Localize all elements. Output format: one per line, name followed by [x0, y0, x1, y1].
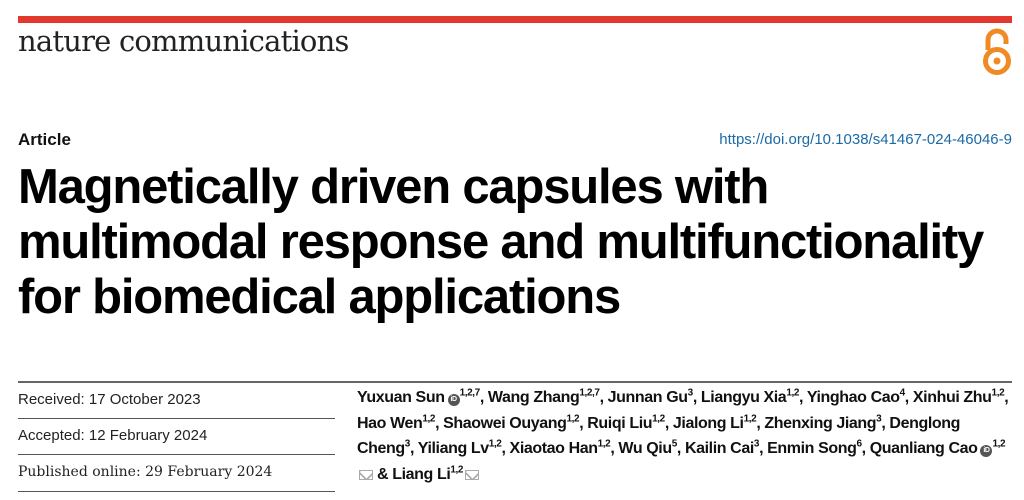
affiliation-superscript: 1,2 [992, 438, 1006, 450]
affiliation-superscript: 1,2 [652, 413, 665, 425]
author[interactable]: Zhenxing Jiang3 [764, 413, 882, 432]
author[interactable]: Enmin Song6 [767, 438, 863, 457]
author-name: Liangyu Xia [700, 389, 787, 406]
author[interactable]: Hao Wen1,2 [357, 413, 436, 432]
journal-name: nature communications [18, 24, 349, 58]
divider [18, 491, 335, 492]
divider [18, 418, 335, 419]
affiliation-superscript: 1,2 [597, 438, 611, 450]
author-name: Yuxuan Sun [357, 389, 445, 406]
author-name: Ruiqi Liu [587, 414, 653, 432]
email-icon[interactable] [465, 469, 480, 480]
doi-link[interactable]: https://doi.org/10.1038/s41467-024-46046… [719, 131, 1012, 148]
author[interactable]: Liangyu Xia1,2 [700, 387, 800, 406]
author-name: Junnan Gu [607, 389, 688, 406]
author-separator: , [881, 414, 890, 432]
author[interactable]: Jialong Li1,2 [672, 413, 757, 432]
affiliation-superscript: 1,2 [743, 413, 757, 425]
journal-accent-bar [18, 16, 1012, 23]
published-date: Published online: 29 February 2024 [18, 464, 273, 480]
author-name: Shaowei Ouyang [443, 414, 567, 432]
author[interactable]: Junnan Gu3 [607, 387, 694, 406]
received-date: Received: 17 October 2023 [18, 391, 201, 408]
author-name: Zhenxing Jiang [764, 414, 877, 432]
author-name: Kailin Cai [684, 440, 754, 457]
author-separator: , [676, 440, 685, 457]
orcid-icon[interactable]: iD [980, 445, 993, 457]
author[interactable]: Yiliang Lv1,2 [417, 438, 502, 457]
author-separator: & [373, 465, 393, 483]
author-name: Denglong Cheng [357, 414, 960, 458]
article-title: Magnetically driven capsules with multim… [18, 160, 984, 325]
author-name: Jialong Li [672, 414, 744, 432]
author-name: Wu Qiu [618, 440, 672, 457]
author-separator: , [501, 440, 510, 457]
author-separator: , [409, 440, 418, 457]
author-name: Xiaotao Han [509, 440, 598, 457]
author[interactable]: Wu Qiu5 [618, 438, 678, 457]
author[interactable]: Ruiqi Liu1,2 [587, 413, 665, 432]
affiliation-superscript: 1,2,7 [459, 387, 481, 399]
accepted-date: Accepted: 12 February 2024 [18, 427, 208, 444]
affiliation-superscript: 1,2 [991, 387, 1005, 399]
author-separator: , [759, 440, 768, 457]
affiliation-superscript: 1,2 [450, 464, 464, 476]
affiliation-superscript: 3 [404, 438, 411, 450]
affiliation-superscript: 3 [687, 387, 694, 399]
author[interactable]: Yinghao Cao4 [806, 387, 906, 406]
author-separator: , [479, 389, 488, 406]
author-name: Yinghao Cao [806, 389, 900, 406]
author-name: Enmin Song [767, 440, 857, 457]
author[interactable]: Liang Li1,2 [392, 464, 480, 483]
author-separator: , [579, 414, 588, 432]
author-separator: , [861, 440, 870, 457]
affiliation-superscript: 4 [899, 387, 906, 399]
affiliation-superscript: 1,2 [488, 438, 502, 450]
title-line: for biomedical applications [18, 270, 621, 324]
author[interactable]: Yuxuan Sun iD1,2,7 [357, 387, 481, 406]
author-separator: , [799, 389, 807, 406]
author[interactable]: Shaowei Ouyang1,2 [443, 413, 580, 432]
affiliation-superscript: 3 [876, 413, 882, 425]
affiliation-superscript: 6 [856, 438, 863, 450]
orcid-icon[interactable]: iD [447, 394, 460, 406]
author[interactable]: Xiaotao Han1,2 [509, 438, 611, 457]
author-name: Liang Li [392, 465, 451, 483]
affiliation-superscript: 1,2,7 [579, 387, 600, 399]
affiliation-superscript: 1,2 [786, 387, 800, 399]
author-name: Wang Zhang [487, 389, 580, 406]
author[interactable]: Quanliang Cao iD1,2 [357, 438, 1006, 483]
author-separator: , [664, 414, 673, 432]
author-separator: , [435, 414, 444, 432]
author[interactable]: Xinhui Zhu1,2 [912, 387, 1005, 406]
author-separator: , [1004, 389, 1009, 406]
author-name: Hao Wen [357, 414, 423, 432]
divider [18, 381, 1012, 383]
author[interactable]: Kailin Cai3 [684, 438, 760, 457]
author-name: Yiliang Lv [417, 440, 489, 457]
article-type: Article [18, 130, 71, 149]
author-separator: , [756, 414, 765, 432]
author-name: Xinhui Zhu [912, 389, 992, 406]
author-separator: , [904, 389, 913, 406]
author[interactable]: Denglong Cheng3 [357, 415, 960, 458]
affiliation-superscript: 1,2 [566, 413, 580, 425]
affiliation-superscript: 3 [753, 438, 760, 450]
email-icon[interactable] [359, 469, 373, 480]
open-access-lock-icon [983, 28, 1011, 75]
author-separator: , [692, 389, 701, 406]
author-name: Quanliang Cao [869, 440, 978, 457]
title-line: Magnetically driven capsules with [18, 160, 769, 214]
title-line: multimodal response and multifunctionali… [18, 215, 984, 269]
author-list: Yuxuan Sun iD1,2,7, Wang Zhang1,2,7, Junn… [357, 385, 1017, 487]
divider [18, 454, 335, 455]
affiliation-superscript: 5 [671, 438, 678, 450]
author-separator: , [599, 389, 608, 406]
author[interactable]: Wang Zhang1,2,7 [487, 387, 600, 406]
author-separator: , [610, 440, 619, 457]
affiliation-superscript: 1,2 [422, 413, 436, 425]
